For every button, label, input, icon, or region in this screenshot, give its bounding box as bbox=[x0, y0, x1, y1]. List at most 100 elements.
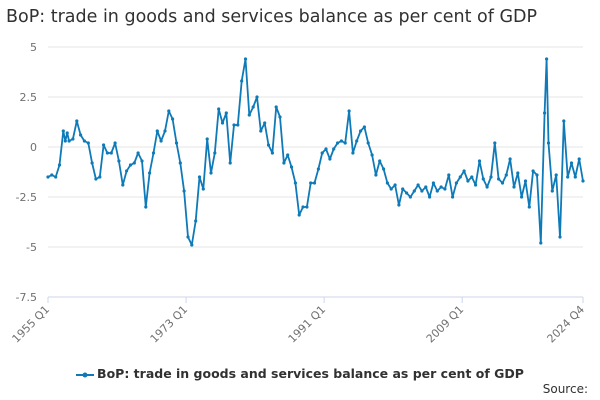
data-point[interactable] bbox=[401, 187, 405, 191]
data-point[interactable] bbox=[79, 133, 83, 137]
data-point[interactable] bbox=[424, 185, 428, 189]
data-point[interactable] bbox=[362, 125, 366, 129]
data-point[interactable] bbox=[266, 143, 271, 147]
data-point[interactable] bbox=[470, 175, 474, 179]
data-point[interactable] bbox=[213, 151, 217, 155]
data-point[interactable] bbox=[178, 161, 182, 165]
data-point[interactable] bbox=[324, 147, 328, 151]
data-point[interactable] bbox=[389, 187, 393, 191]
data-point[interactable] bbox=[466, 179, 470, 183]
data-point[interactable] bbox=[412, 189, 416, 193]
data-point[interactable] bbox=[220, 121, 225, 125]
data-point[interactable] bbox=[301, 205, 305, 209]
data-point[interactable] bbox=[454, 181, 458, 185]
data-point[interactable] bbox=[63, 139, 67, 143]
data-point[interactable] bbox=[439, 185, 443, 189]
data-point[interactable] bbox=[339, 139, 343, 143]
data-point[interactable] bbox=[328, 157, 332, 161]
data-point[interactable] bbox=[151, 151, 156, 155]
data-point[interactable] bbox=[458, 175, 462, 179]
data-point[interactable] bbox=[374, 173, 378, 177]
data-point[interactable] bbox=[174, 141, 179, 145]
data-point[interactable] bbox=[205, 137, 209, 141]
data-point[interactable] bbox=[332, 147, 336, 151]
data-point[interactable] bbox=[435, 189, 439, 193]
data-point[interactable] bbox=[309, 181, 313, 185]
data-point[interactable] bbox=[577, 157, 581, 161]
data-point[interactable] bbox=[366, 141, 370, 145]
data-point[interactable] bbox=[431, 181, 435, 185]
data-point[interactable] bbox=[481, 177, 485, 181]
data-point[interactable] bbox=[416, 183, 420, 187]
data-point[interactable] bbox=[320, 151, 324, 155]
data-point[interactable] bbox=[500, 181, 505, 185]
data-point[interactable] bbox=[194, 219, 198, 223]
data-point[interactable] bbox=[132, 161, 136, 165]
data-point[interactable] bbox=[554, 173, 558, 177]
data-point[interactable] bbox=[527, 205, 531, 209]
data-point[interactable] bbox=[535, 173, 539, 177]
data-point[interactable] bbox=[512, 185, 516, 189]
data-point[interactable] bbox=[128, 163, 133, 167]
data-point[interactable] bbox=[297, 213, 301, 217]
data-point[interactable] bbox=[523, 179, 528, 183]
data-point[interactable] bbox=[545, 57, 549, 61]
data-point[interactable] bbox=[46, 175, 50, 179]
data-point[interactable] bbox=[289, 165, 294, 169]
data-point[interactable] bbox=[71, 137, 75, 141]
data-point[interactable] bbox=[451, 195, 455, 199]
data-point[interactable] bbox=[228, 161, 232, 165]
data-point[interactable] bbox=[359, 129, 363, 133]
data-point[interactable] bbox=[201, 187, 205, 191]
data-point[interactable] bbox=[54, 175, 58, 179]
data-point[interactable] bbox=[493, 141, 497, 145]
data-point[interactable] bbox=[251, 105, 255, 109]
data-point[interactable] bbox=[117, 159, 121, 163]
data-point[interactable] bbox=[67, 139, 71, 143]
data-point[interactable] bbox=[247, 113, 251, 117]
data-point[interactable] bbox=[408, 195, 412, 199]
data-point[interactable] bbox=[217, 107, 221, 111]
data-point[interactable] bbox=[136, 151, 140, 155]
data-point[interactable] bbox=[148, 171, 152, 175]
data-point[interactable] bbox=[65, 131, 69, 135]
data-point[interactable] bbox=[282, 161, 286, 165]
data-point[interactable] bbox=[343, 141, 347, 145]
data-point[interactable] bbox=[550, 189, 554, 193]
data-point[interactable] bbox=[443, 187, 447, 191]
data-point[interactable] bbox=[566, 175, 570, 179]
data-point[interactable] bbox=[125, 169, 129, 173]
data-point[interactable] bbox=[243, 57, 248, 61]
data-point[interactable] bbox=[286, 153, 290, 157]
data-point[interactable] bbox=[171, 117, 175, 121]
legend[interactable]: BoP: trade in goods and services balance… bbox=[0, 366, 600, 381]
data-point[interactable] bbox=[50, 173, 54, 177]
data-point[interactable] bbox=[167, 109, 171, 113]
data-point[interactable] bbox=[121, 183, 125, 187]
data-point[interactable] bbox=[397, 203, 401, 207]
data-point[interactable] bbox=[569, 161, 574, 165]
data-point[interactable] bbox=[558, 235, 562, 239]
data-point[interactable] bbox=[274, 105, 278, 109]
data-point[interactable] bbox=[190, 243, 194, 247]
data-point[interactable] bbox=[508, 157, 512, 161]
data-point[interactable] bbox=[355, 139, 359, 143]
data-point[interactable] bbox=[573, 175, 577, 179]
data-point[interactable] bbox=[293, 181, 297, 185]
data-point[interactable] bbox=[462, 169, 466, 173]
data-point[interactable] bbox=[61, 129, 65, 133]
data-point[interactable] bbox=[581, 179, 585, 183]
data-point[interactable] bbox=[539, 241, 543, 245]
data-point[interactable] bbox=[351, 151, 355, 155]
data-point[interactable] bbox=[393, 183, 397, 187]
data-point[interactable] bbox=[385, 181, 389, 185]
data-point[interactable] bbox=[224, 111, 228, 115]
data-point[interactable] bbox=[140, 159, 144, 163]
series-line[interactable] bbox=[47, 58, 584, 246]
data-point[interactable] bbox=[109, 151, 113, 155]
data-point[interactable] bbox=[113, 141, 117, 145]
data-point[interactable] bbox=[236, 123, 240, 127]
data-point[interactable] bbox=[86, 141, 90, 145]
data-point[interactable] bbox=[209, 171, 213, 175]
data-point[interactable] bbox=[336, 141, 340, 145]
